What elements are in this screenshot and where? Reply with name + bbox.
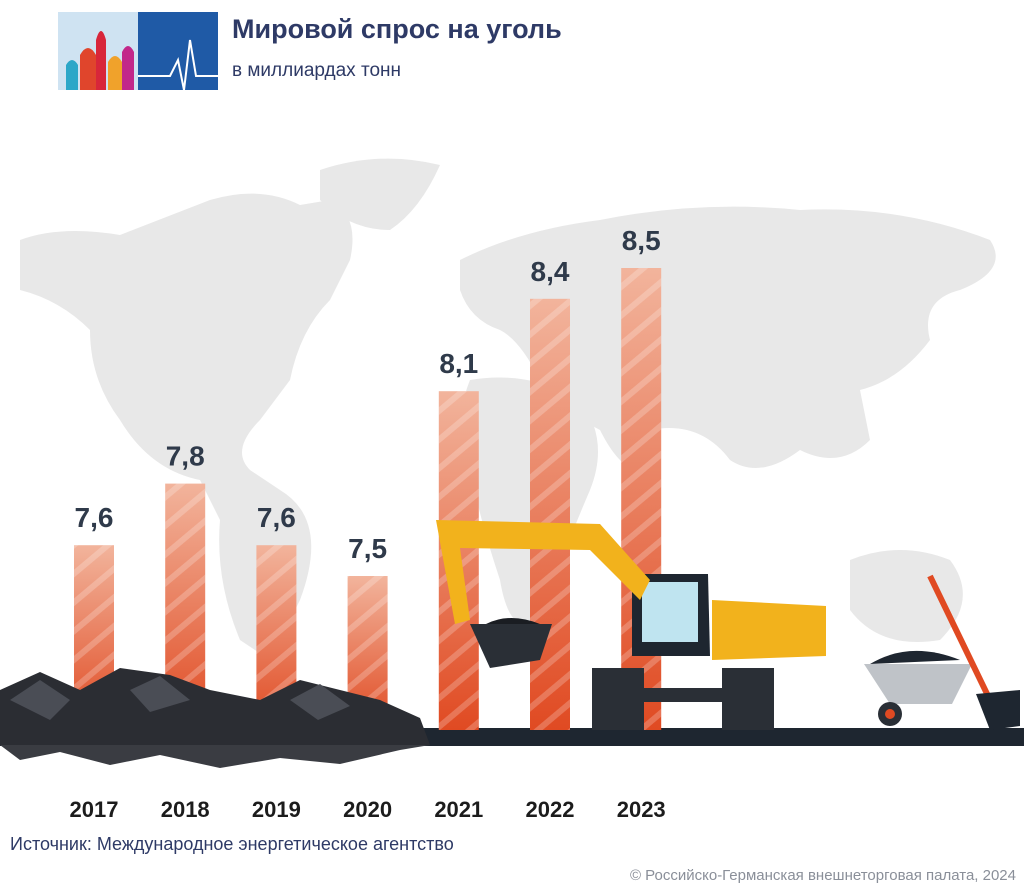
excavator <box>436 520 826 730</box>
world-map <box>20 158 996 661</box>
x-tick-label: 2017 <box>70 797 119 822</box>
copyright: © Российско-Германская внешнеторговая па… <box>630 867 1016 884</box>
value-label: 7,6 <box>257 502 296 533</box>
chart-subtitle: в миллиардах тонн <box>232 60 401 81</box>
source: Источник: Международное энергетическое а… <box>10 834 454 854</box>
x-tick-label: 2022 <box>526 797 575 822</box>
logo <box>58 12 218 91</box>
value-label: 7,8 <box>166 441 205 472</box>
wheelbarrow <box>864 574 1020 730</box>
x-tick-label: 2023 <box>617 797 666 822</box>
value-label: 8,4 <box>531 256 570 287</box>
x-tick-label: 2019 <box>252 797 301 822</box>
bar-stripes <box>621 268 662 730</box>
value-label: 7,6 <box>75 502 114 533</box>
x-tick-label: 2018 <box>161 797 210 822</box>
value-label: 8,1 <box>439 348 478 379</box>
x-tick-label: 2020 <box>343 797 392 822</box>
value-label: 7,5 <box>348 533 387 564</box>
coal-piles <box>0 668 430 768</box>
bar-stripes <box>530 298 570 730</box>
value-label: 8,5 <box>622 225 661 256</box>
x-tick-label: 2021 <box>434 797 483 822</box>
chart-title: Мировой спрос на уголь <box>232 14 562 44</box>
